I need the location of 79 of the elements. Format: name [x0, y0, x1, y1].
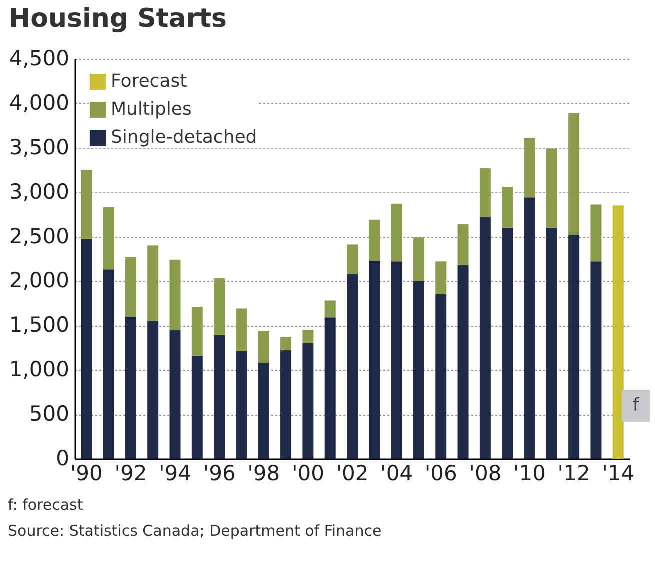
y-tick-label: 2,000 — [9, 268, 70, 293]
bar — [568, 235, 580, 459]
bar — [480, 168, 491, 218]
bar — [369, 260, 380, 459]
bar — [302, 330, 314, 344]
bar — [458, 265, 469, 459]
x-tick-label: '92 — [114, 462, 148, 486]
bar — [148, 246, 159, 322]
x-tick-label: '12 — [558, 462, 590, 486]
bar — [436, 294, 447, 459]
x-tick-label: '10 — [513, 462, 546, 486]
bar — [258, 363, 270, 459]
chart-title: Housing Starts — [8, 4, 228, 34]
legend-label: Single-detached — [111, 127, 258, 148]
bar — [170, 260, 181, 330]
bar — [546, 228, 558, 459]
bar — [458, 224, 469, 266]
bar — [590, 262, 602, 459]
bar — [436, 262, 447, 295]
x-tick-label: '94 — [159, 462, 192, 486]
bar — [502, 228, 514, 459]
bar — [347, 244, 358, 274]
bar — [524, 138, 536, 198]
x-tick-label: '04 — [380, 462, 414, 486]
y-tick-label: 1,000 — [9, 358, 70, 382]
bar — [546, 148, 558, 228]
bar — [125, 257, 136, 317]
x-tick-label: '06 — [424, 462, 458, 486]
bar — [413, 238, 424, 282]
bar — [524, 198, 536, 459]
bar — [302, 343, 314, 459]
bar — [568, 113, 580, 235]
bar — [612, 206, 624, 459]
bar — [347, 274, 358, 459]
x-tick-label: '08 — [469, 462, 502, 486]
bar — [324, 300, 336, 318]
bar — [258, 331, 270, 363]
y-tick-label: 0 — [56, 446, 70, 470]
bar — [236, 308, 248, 352]
y-tick-label: 2,500 — [9, 224, 70, 248]
x-tick-label: '90 — [70, 462, 103, 486]
x-tick-label: '98 — [248, 462, 280, 486]
bar — [590, 204, 602, 262]
text: f — [622, 390, 650, 422]
bar — [192, 307, 203, 356]
bar — [192, 356, 203, 459]
text: f: forecast — [8, 495, 84, 516]
bar — [280, 350, 292, 459]
y-tick-label: 500 — [29, 402, 70, 426]
x-tick-label: '00 — [292, 462, 324, 486]
bar — [81, 170, 92, 240]
bar — [391, 262, 402, 459]
bar — [214, 278, 226, 336]
bar — [170, 330, 181, 459]
bar — [480, 217, 491, 459]
bar — [148, 321, 159, 459]
bar — [125, 316, 136, 459]
x-tick-label: '96 — [203, 462, 236, 486]
bar — [103, 270, 114, 459]
legend-label: Multiples — [111, 99, 192, 120]
bar — [413, 281, 424, 459]
bar — [236, 351, 248, 459]
bar — [103, 207, 114, 270]
bar — [391, 204, 402, 262]
y-tick-label: 3,500 — [9, 135, 70, 160]
bar — [502, 187, 514, 228]
y-tick-label: 4,500 — [9, 46, 70, 70]
bar — [369, 220, 380, 261]
bar — [81, 239, 92, 459]
y-tick-label: 1,500 — [9, 313, 70, 338]
x-tick-label: '14 — [602, 462, 635, 486]
legend-label: Forecast — [111, 71, 188, 92]
source-note: Source: Statistics Canada; Department of Finance — [8, 521, 383, 542]
y-tick-label: 4,000 — [9, 90, 70, 115]
bar — [324, 318, 336, 459]
bar — [214, 335, 226, 459]
x-tick-label: '02 — [336, 462, 369, 486]
bar — [280, 337, 292, 351]
y-tick-label: 3,000 — [9, 180, 70, 204]
